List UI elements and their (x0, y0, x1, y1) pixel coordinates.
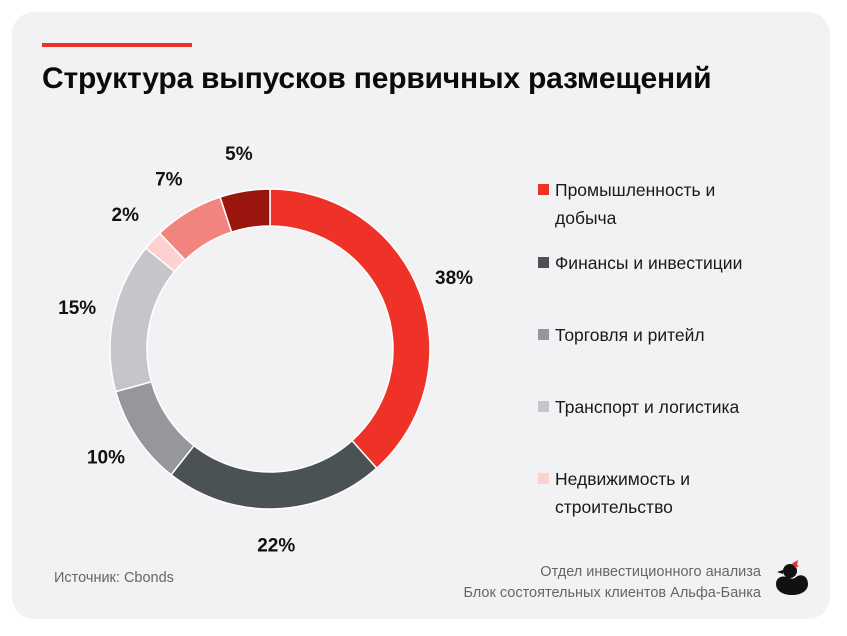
slice-value-label: 5% (225, 144, 253, 165)
legend-label: Торговля и ритейл (555, 325, 705, 345)
legend-swatch (538, 401, 549, 412)
chart-title: Структура выпусков первичных размещений (42, 62, 712, 95)
slice-value-label: 22% (257, 535, 295, 556)
donut-slice (170, 439, 378, 510)
credits-line-1: Отдел инвестиционного анализа (540, 564, 761, 580)
legend-swatch (538, 257, 549, 268)
legend-item: Промышленность и добыча (538, 176, 775, 232)
credits: Отдел инвестиционного анализа Блок состо… (463, 562, 761, 604)
slice-value-label: 38% (435, 268, 473, 289)
legend-label: Финансы и инвестиции (555, 253, 743, 273)
donut-slice (109, 247, 176, 393)
source-note: Источник: Cbonds (54, 570, 174, 586)
slice-value-label: 10% (87, 448, 125, 469)
duck-logo-icon (776, 560, 808, 595)
legend-item: Транспорт и логистика (538, 393, 775, 421)
slice-value-label: 2% (112, 205, 140, 226)
slice-value-label: 7% (155, 169, 183, 190)
accent-bar (42, 43, 192, 47)
legend-swatch (538, 184, 549, 195)
legend-item: Финансы и инвестиции (538, 249, 775, 277)
legend-label: Недвижимость и строительство (555, 469, 691, 517)
legend-item: Торговля и ритейл (538, 321, 775, 349)
slice-value-label: 15% (58, 298, 96, 319)
legend-label: Промышленность и добыча (555, 180, 716, 228)
donut-slice (219, 188, 271, 234)
legend-item: Недвижимость и строительство (538, 465, 775, 521)
donut-slice (114, 380, 196, 476)
legend-swatch (538, 473, 549, 484)
legend-swatch (538, 329, 549, 340)
credits-line-2: Блок состоятельных клиентов Альфа-Банка (463, 585, 761, 601)
donut-slice (269, 188, 431, 470)
legend-label: Транспорт и логистика (555, 397, 740, 417)
